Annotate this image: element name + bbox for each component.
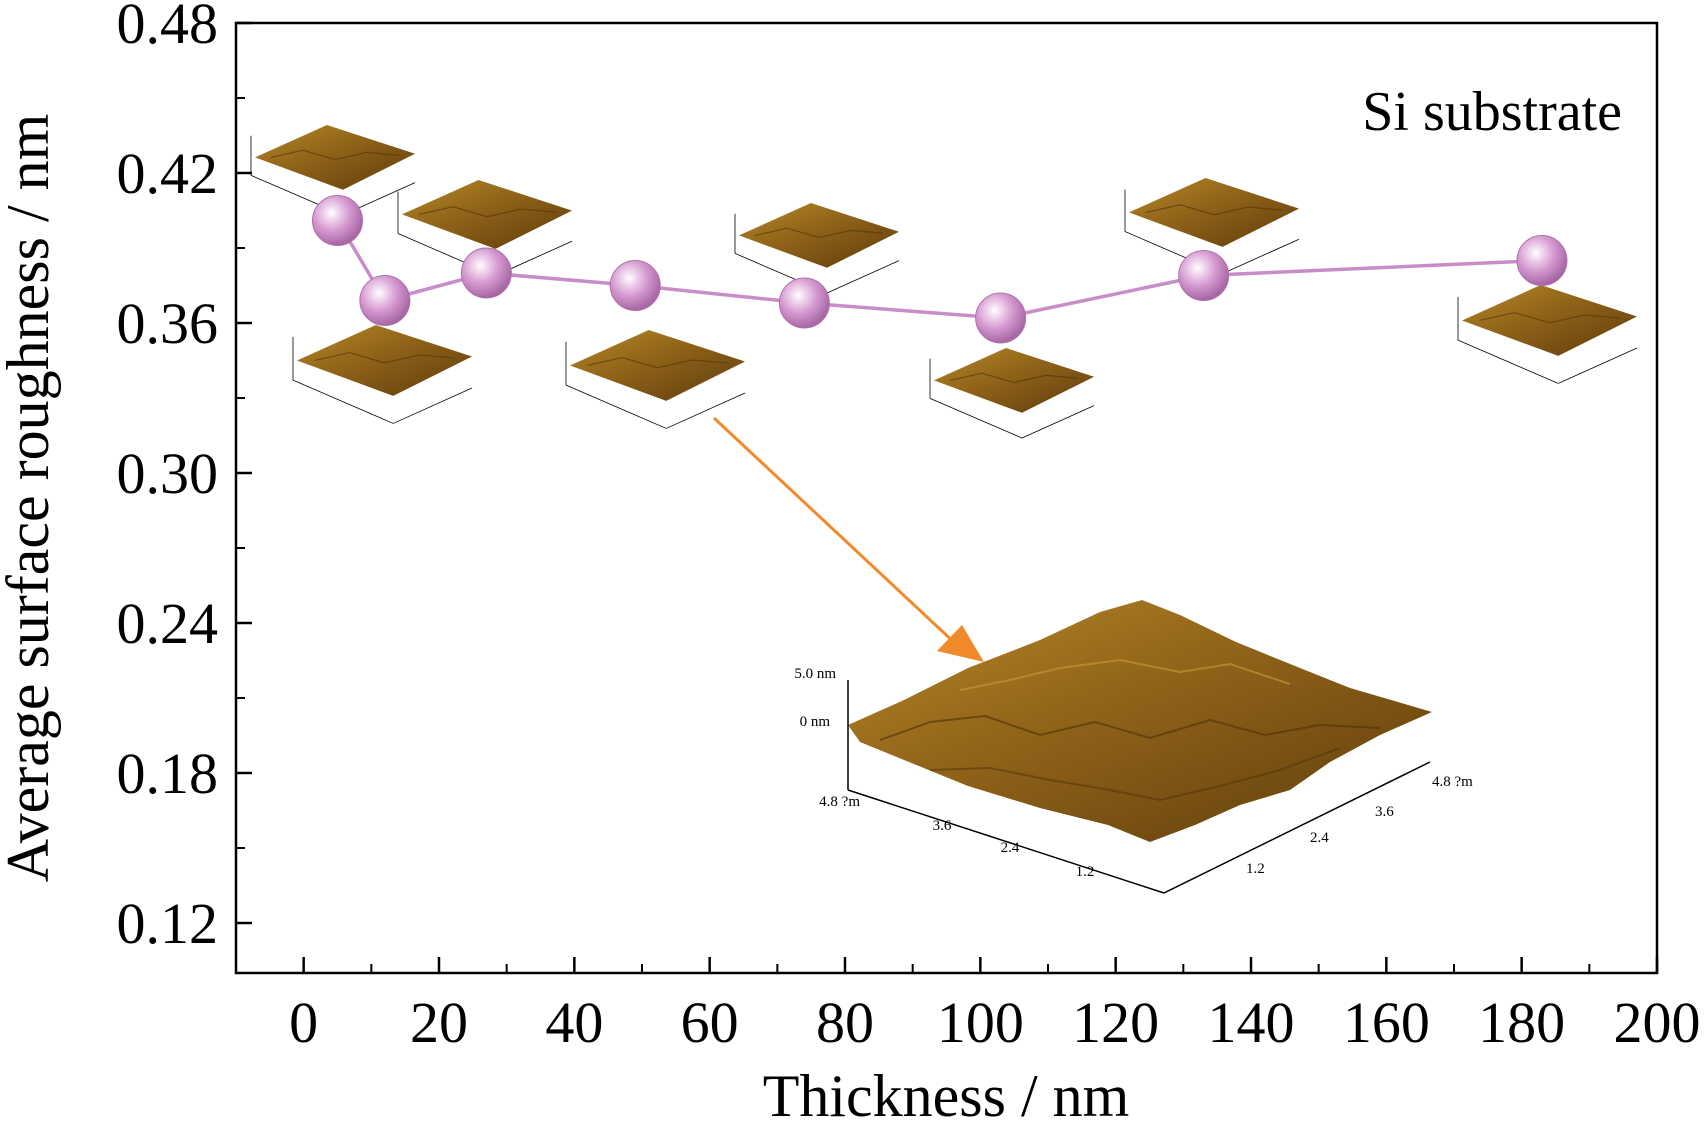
afm-large-left-label: 4.8 ?m xyxy=(819,794,860,810)
afm-large-left-label: 3.6 xyxy=(933,818,952,834)
afm-thumbnail xyxy=(1124,178,1300,274)
afm-thumb-axis xyxy=(1457,339,1559,384)
afm-thumbnail xyxy=(1457,285,1638,384)
afm-thumb-texture xyxy=(418,206,556,218)
afm-thumb-surface xyxy=(1462,285,1637,356)
afm-large-right-labels: 1.2 2.4 3.6 4.8 ?m xyxy=(1246,774,1473,877)
x-tick-label: 80 xyxy=(816,990,874,1055)
x-tick-label: 180 xyxy=(1478,990,1565,1055)
x-tick-label: 140 xyxy=(1208,990,1295,1055)
afm-thumb-axis xyxy=(929,398,1023,439)
afm-large-inset: 5.0 nm 0 nm 4.8 ?m3.62.41.2 1.22.43.64.8… xyxy=(794,600,1473,894)
afm-large-right-label: 4.8 ?m xyxy=(1432,774,1473,790)
afm-thumbnail xyxy=(929,348,1095,439)
afm-thumb-axis xyxy=(826,260,900,294)
afm-large-texture-2 xyxy=(959,658,1291,691)
afm-thumb-axis xyxy=(393,387,473,424)
data-point xyxy=(312,195,363,246)
x-tick-label: 0 xyxy=(289,990,318,1055)
series-points xyxy=(312,195,1568,344)
data-point xyxy=(778,277,830,329)
data-point xyxy=(1178,250,1230,301)
y-tick-label: 0.18 xyxy=(117,741,219,806)
y-tick-label: 0.12 xyxy=(117,891,219,956)
x-tick-label: 40 xyxy=(545,990,603,1055)
afm-thumb-texture xyxy=(587,356,728,369)
afm-thumbnail xyxy=(734,203,900,294)
afm-thumb-surface xyxy=(570,330,745,401)
afm-thumb-axis xyxy=(666,392,746,429)
afm-large-right-label: 3.6 xyxy=(1375,804,1394,820)
x-tick-label: 200 xyxy=(1614,990,1701,1055)
afm-thumbnails xyxy=(250,125,1638,439)
afm-thumb-surface xyxy=(402,180,572,249)
afm-thumb-surface xyxy=(739,203,899,268)
afm-large-scale-label: 5.0 nm xyxy=(794,666,836,682)
afm-thumb-texture xyxy=(1145,204,1283,216)
afm-large-texture xyxy=(879,714,1381,741)
afm-large-left-labels: 4.8 ?m 3.6 2.4 1.2 xyxy=(819,794,1094,880)
afm-large-zero-label: 0 nm xyxy=(800,714,831,730)
afm-thumb-texture xyxy=(949,372,1079,384)
afm-thumb-texture xyxy=(754,227,884,239)
y-tick-label: 0.36 xyxy=(117,291,219,356)
afm-large-left-label: 1.2 xyxy=(1076,864,1095,880)
afm-thumb-axis xyxy=(1558,347,1638,384)
afm-thumb-surface xyxy=(255,125,415,190)
afm-thumbnail xyxy=(565,330,746,429)
afm-large-left-axis xyxy=(847,789,1165,894)
x-tick-label: 20 xyxy=(410,990,468,1055)
afm-thumb-texture xyxy=(314,351,455,364)
data-point xyxy=(609,260,661,311)
data-point xyxy=(359,275,411,326)
y-tick-label: 0.48 xyxy=(117,0,219,56)
afm-large-right-label: 2.4 xyxy=(1310,830,1329,846)
afm-thumb-texture xyxy=(1479,311,1620,324)
afm-large-surface xyxy=(848,600,1432,842)
y-axis-title: Average surface roughness / nm xyxy=(0,114,61,883)
y-tick-label: 0.42 xyxy=(117,141,219,206)
afm-thumb-axis xyxy=(1021,405,1095,439)
arrow xyxy=(712,416,984,662)
afm-large-texture-3 xyxy=(929,747,1341,802)
afm-thumbnail xyxy=(292,325,473,424)
afm-large-right-axis xyxy=(1163,761,1431,894)
data-point xyxy=(975,292,1027,344)
afm-thumbnail xyxy=(250,125,416,216)
x-tick-label: 100 xyxy=(937,990,1024,1055)
plot-frame xyxy=(234,21,1659,975)
afm-thumb-axis xyxy=(565,384,667,429)
afm-thumb-axis xyxy=(292,379,394,424)
y-tick-label: 0.30 xyxy=(117,441,219,506)
y-axis: 0.12 0.18 0.24 0.30 0.36 0.42 0.48 xyxy=(117,0,252,956)
x-tick-label: 60 xyxy=(681,990,739,1055)
annotation-si-substrate: Si substrate xyxy=(1362,81,1622,143)
x-axis: 0 20 40 60 80 100 120 140 160 180 200 xyxy=(289,957,1701,1055)
afm-large-right-label: 1.2 xyxy=(1246,861,1265,877)
afm-large-left-label: 2.4 xyxy=(1001,840,1020,856)
data-point xyxy=(1516,235,1568,286)
y-tick-label: 0.24 xyxy=(117,591,219,656)
afm-thumb-surface xyxy=(934,348,1094,413)
afm-thumb-texture xyxy=(270,149,400,161)
afm-thumb-surface xyxy=(297,325,472,396)
afm-thumb-surface xyxy=(1129,178,1299,247)
x-tick-label: 120 xyxy=(1072,990,1159,1055)
x-tick-label: 160 xyxy=(1343,990,1430,1055)
x-axis-title: Thickness / nm xyxy=(763,1063,1130,1124)
data-point xyxy=(460,247,512,299)
afm-thumb-axis xyxy=(1222,238,1300,274)
